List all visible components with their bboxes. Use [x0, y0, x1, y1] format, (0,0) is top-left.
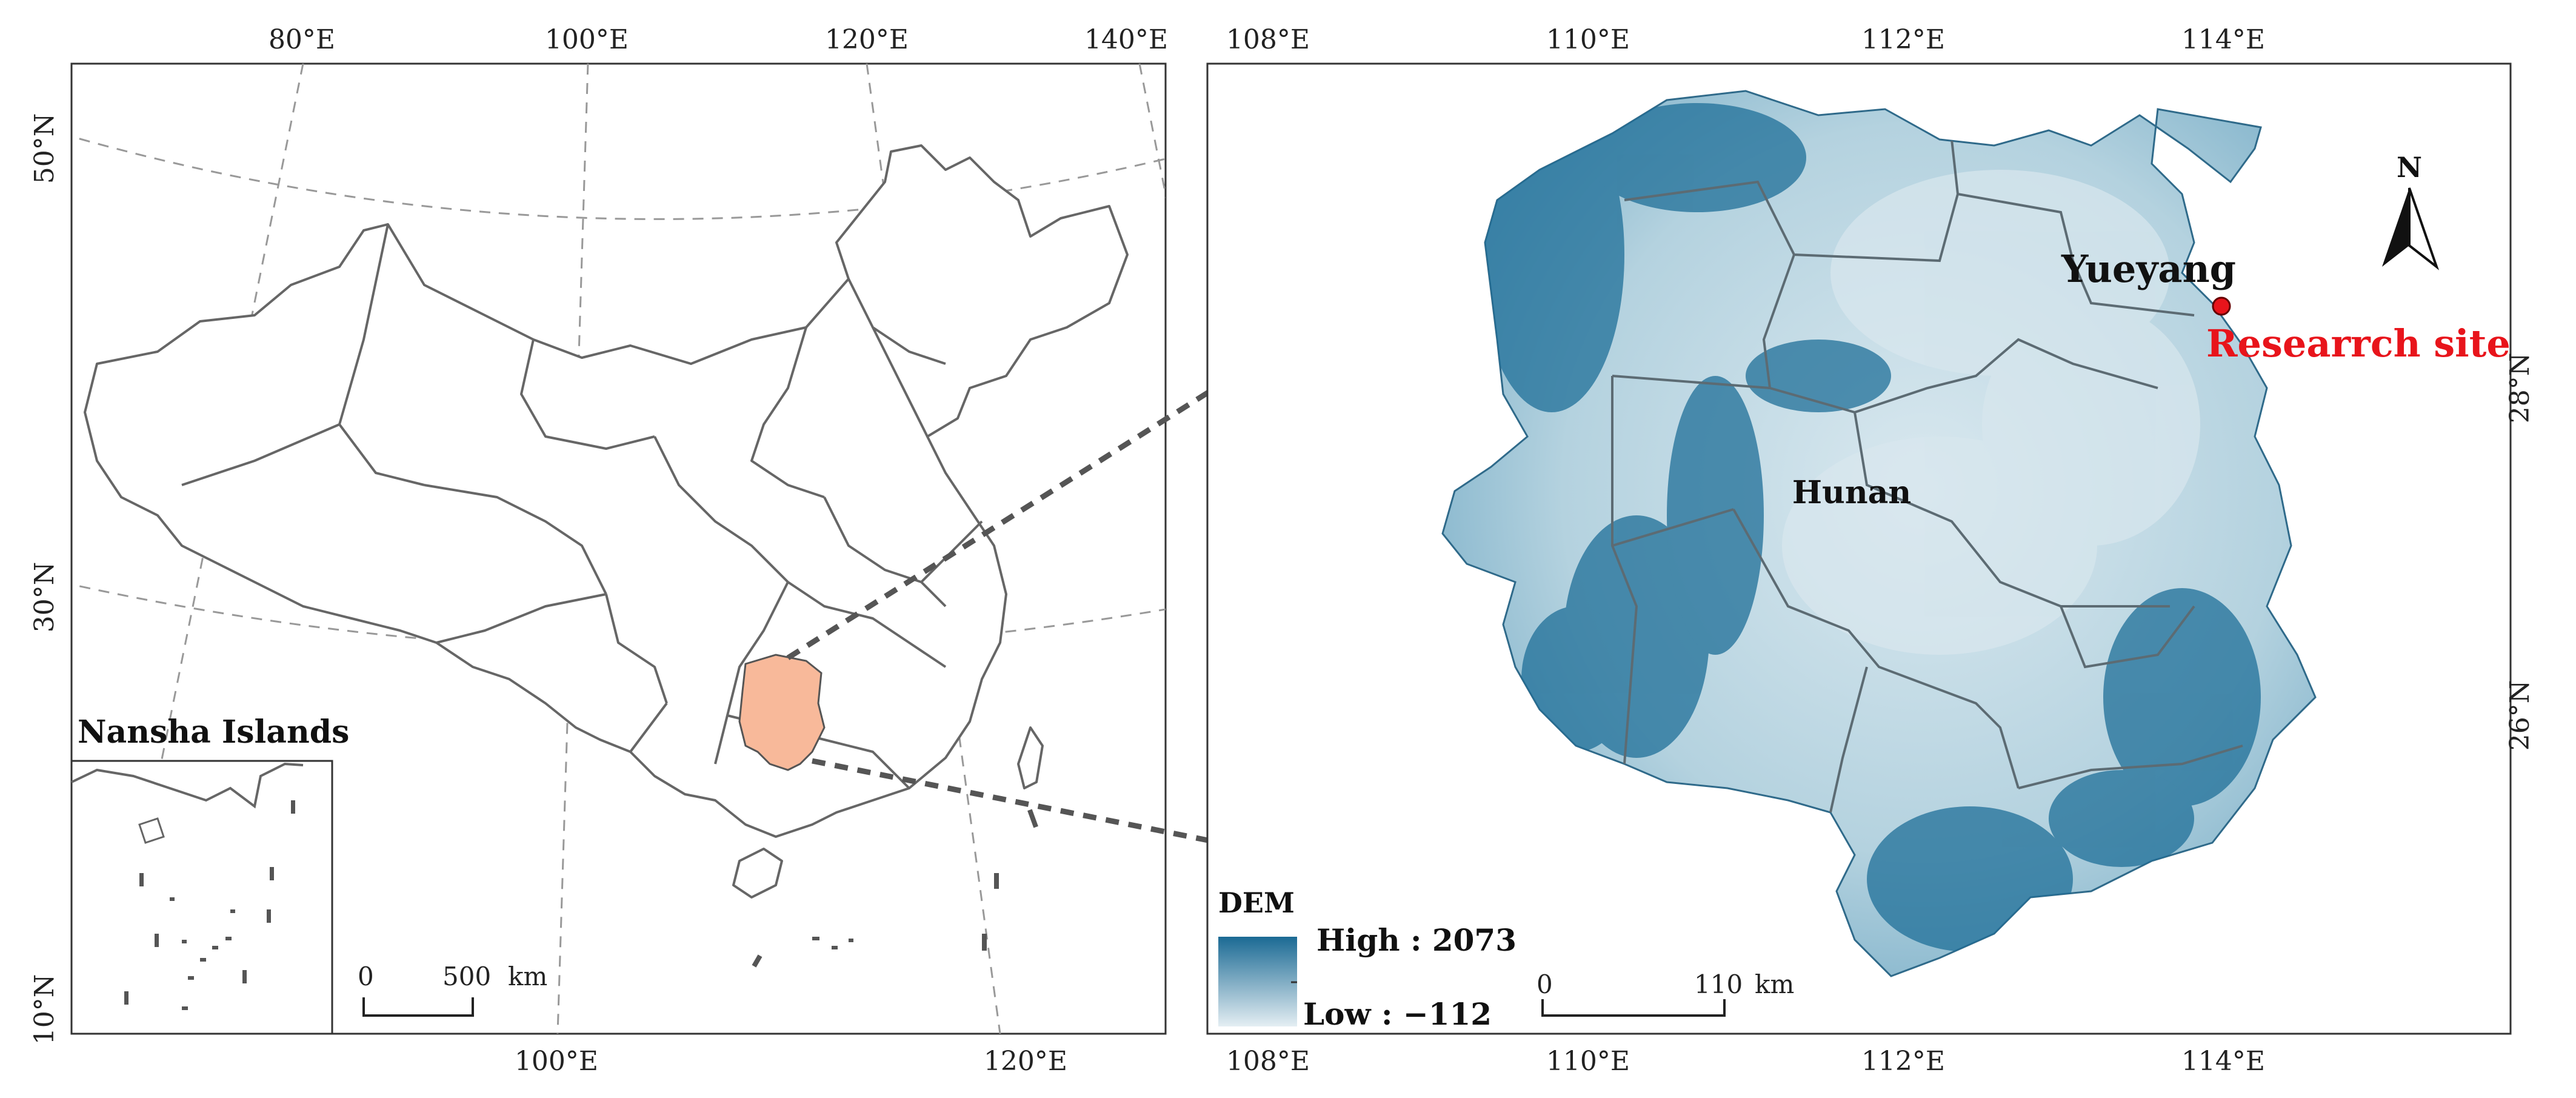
legend-title: DEM [1218, 886, 1295, 919]
right-bottom-tick: 110°E [1546, 1046, 1630, 1077]
province-label: Hunan [1792, 474, 1911, 511]
south-sea-islands [752, 809, 1038, 968]
right-side-ticks: 28°N 26°N [2504, 353, 2535, 751]
left-side-ticks: 50°N 30°N 10°N [29, 113, 60, 1045]
left-scale-value: 500 [442, 962, 491, 991]
china-overview-map: Nansha Islands 0 500 km 80°E 100°E 120°E… [29, 24, 1168, 1077]
legend-color-ramp [1218, 937, 1297, 1026]
left-top-tick: 80°E [269, 24, 335, 55]
right-top-tick: 110°E [1546, 24, 1630, 55]
research-site-marker [2212, 296, 2231, 316]
right-top-tick: 114°E [2181, 24, 2265, 55]
right-scale-bar: 0 110 km [1537, 969, 1794, 1017]
left-top-tick: 140°E [1084, 24, 1168, 55]
city-label: Yueyang [2061, 247, 2236, 291]
left-scale-zero: 0 [358, 962, 374, 991]
nansha-inset [70, 760, 333, 1035]
north-arrow-icon: N [2382, 151, 2440, 270]
left-top-tick: 100°E [545, 24, 629, 55]
inset-title: Nansha Islands [78, 714, 349, 751]
left-top-ticks: 80°E 100°E 120°E 140°E [269, 24, 1168, 55]
hunan-dem-region [1441, 90, 2317, 977]
left-scale-bar: 0 500 km [358, 962, 547, 1017]
left-scale-unit: km [508, 962, 547, 991]
left-top-tick: 120°E [825, 24, 909, 55]
right-scale-value: 110 [1694, 969, 1743, 999]
legend-low-label: Low : −112 [1303, 996, 1492, 1032]
left-bottom-tick: 100°E [515, 1046, 598, 1077]
right-bottom-ticks: 108°E 110°E 112°E 114°E [1226, 1046, 2265, 1077]
dem-legend: DEM High : 2073 Low : −112 [1218, 886, 1517, 1032]
right-scale-unit: km [1755, 969, 1794, 999]
china-outline [84, 144, 1129, 899]
right-bottom-tick: 112°E [1861, 1046, 1945, 1077]
left-bottom-ticks: 100°E 120°E [515, 1046, 1067, 1077]
right-bottom-tick: 114°E [2181, 1046, 2265, 1077]
right-scale-zero: 0 [1537, 969, 1553, 999]
research-site-label: Researrch site [2206, 321, 2511, 366]
right-side-tick: 26°N [2504, 680, 2535, 751]
left-bottom-tick: 120°E [984, 1046, 1067, 1077]
right-top-ticks: 108°E 110°E 112°E 114°E [1226, 24, 2265, 55]
north-label: N [2397, 151, 2422, 184]
right-top-tick: 112°E [1861, 24, 1945, 55]
left-side-tick: 50°N [29, 113, 60, 184]
zoom-connector-lines [786, 96, 1886, 979]
left-side-tick: 10°N [29, 974, 60, 1045]
right-side-tick: 28°N [2504, 353, 2535, 424]
legend-high-label: High : 2073 [1316, 922, 1517, 958]
right-bottom-tick: 108°E [1226, 1046, 1310, 1077]
hunan-highlight [738, 654, 826, 771]
right-top-tick: 108°E [1226, 24, 1310, 55]
hunan-dem-map: Hunan Yueyang Researrch site N DEM High … [1206, 24, 2535, 1077]
left-side-tick: 30°N [29, 562, 60, 633]
